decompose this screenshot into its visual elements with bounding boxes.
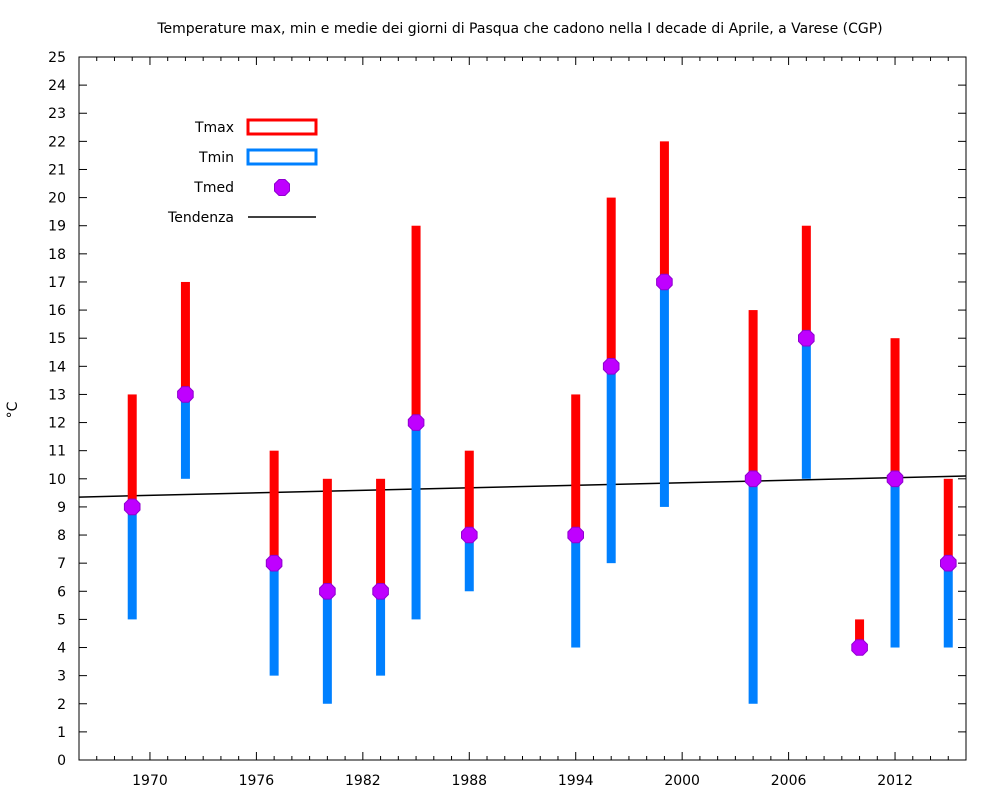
x-axis: 1970 1976 1982 1988 1994 2000 2006 2012: [78, 57, 967, 789]
tmin-bar: [801, 338, 811, 479]
legend-swatch-tmax: [246, 118, 318, 136]
legend-label-tmin: Tmin: [198, 150, 234, 166]
x-tick-label: 1994: [558, 773, 594, 789]
y-axis-label: °C: [5, 401, 21, 418]
x-tick-label: 1976: [239, 773, 275, 789]
tmax-bar: [180, 281, 190, 395]
tmin-bar: [180, 394, 190, 479]
tmax-bar: [801, 225, 811, 339]
x-tick-label: 2012: [877, 773, 913, 789]
y-tick-label: 5: [57, 612, 66, 628]
tmed-point: [372, 583, 389, 600]
tmin-bar: [748, 478, 758, 704]
tmax-bar: [943, 478, 953, 564]
y-tick-label: 16: [48, 303, 66, 319]
trend-layer: [78, 475, 967, 498]
y-tick-label: 23: [48, 106, 66, 122]
tmin-bar: [659, 281, 669, 507]
y-axis: 0123456789101112131415161718192021222324…: [48, 50, 966, 769]
x-tick-label: 1982: [345, 773, 381, 789]
x-tick-label: 2006: [771, 773, 807, 789]
tmax-bar: [571, 394, 581, 536]
y-tick-label: 8: [57, 528, 66, 544]
legend-marker-tmed: [274, 179, 290, 196]
tmax-bar: [411, 225, 421, 423]
trend-line: [78, 475, 967, 498]
tmin-bar: [943, 563, 953, 648]
y-tick-label: 1: [57, 725, 66, 741]
tmin-bar: [269, 563, 279, 676]
tmed-point: [744, 470, 762, 488]
tmin-bar: [890, 478, 900, 648]
y-tick-label: 6: [57, 584, 66, 600]
legend-label-tmed: Tmed: [193, 180, 234, 196]
tmax-bar: [748, 310, 758, 479]
y-tick-label: 25: [48, 50, 66, 66]
tmed-point: [319, 583, 336, 600]
y-tick-label: 3: [57, 669, 66, 685]
tmax-bar: [855, 619, 865, 648]
y-tick-label: 15: [48, 331, 66, 347]
x-tick-label: 1970: [132, 773, 168, 789]
tmin-bar: [322, 591, 332, 704]
y-tick-label: 7: [57, 556, 66, 572]
y-tick-label: 12: [48, 416, 66, 432]
tmin-bar: [127, 506, 137, 620]
tmed-point: [602, 358, 620, 375]
tmax-bar: [322, 478, 332, 592]
y-tick-label: 13: [48, 387, 66, 403]
y-tick-label: 18: [48, 247, 66, 263]
y-tick-label: 14: [48, 359, 66, 375]
bars-layer: [127, 141, 953, 704]
legend-label-tmax: Tmax: [194, 120, 234, 136]
tmax-bar: [376, 478, 386, 592]
y-tick-label: 22: [48, 134, 66, 150]
y-tick-label: 10: [48, 472, 66, 488]
x-tick-label: 2000: [664, 773, 700, 789]
tmed-point: [798, 329, 815, 347]
tmax-bar: [127, 394, 137, 507]
chart-title: Temperature max, min e medie dei giorni …: [156, 21, 882, 37]
tmed-point: [461, 526, 478, 544]
y-tick-label: 4: [57, 641, 66, 657]
tmed-point: [567, 526, 584, 544]
tmin-bar: [411, 422, 421, 620]
tmed-point: [407, 414, 425, 431]
tmax-bar: [606, 197, 616, 367]
legend-swatch-tmin: [246, 148, 318, 166]
x-tick-label: 1988: [451, 773, 487, 789]
tmed-point: [886, 470, 904, 488]
legend-label-tendenza: Tendenza: [167, 210, 234, 226]
y-tick-label: 19: [48, 219, 66, 235]
y-tick-label: 24: [48, 78, 66, 94]
y-tick-label: 9: [57, 500, 66, 516]
points-layer: [123, 273, 957, 656]
tmed-point: [656, 273, 673, 291]
tmax-bar: [269, 450, 279, 564]
y-tick-label: 17: [48, 275, 66, 291]
tmin-bar: [376, 591, 386, 676]
y-tick-label: 21: [48, 162, 66, 178]
tmed-point: [177, 386, 194, 403]
tmed-point: [851, 639, 868, 656]
tmin-bar: [606, 366, 616, 564]
tmax-bar: [659, 141, 669, 282]
tmax-bar: [464, 450, 474, 536]
y-tick-label: 20: [48, 191, 66, 207]
y-tick-label: 11: [48, 444, 66, 460]
y-tick-label: 2: [57, 697, 66, 713]
tmed-point: [940, 554, 957, 572]
tmin-bar: [464, 535, 474, 592]
tmax-bar: [890, 338, 900, 479]
tmed-point: [265, 554, 283, 572]
tmin-bar: [571, 535, 581, 648]
y-tick-label: 0: [57, 753, 66, 769]
tmed-point: [123, 498, 141, 516]
legend: Tmax Tmin Tmed Tendenza: [167, 118, 318, 226]
